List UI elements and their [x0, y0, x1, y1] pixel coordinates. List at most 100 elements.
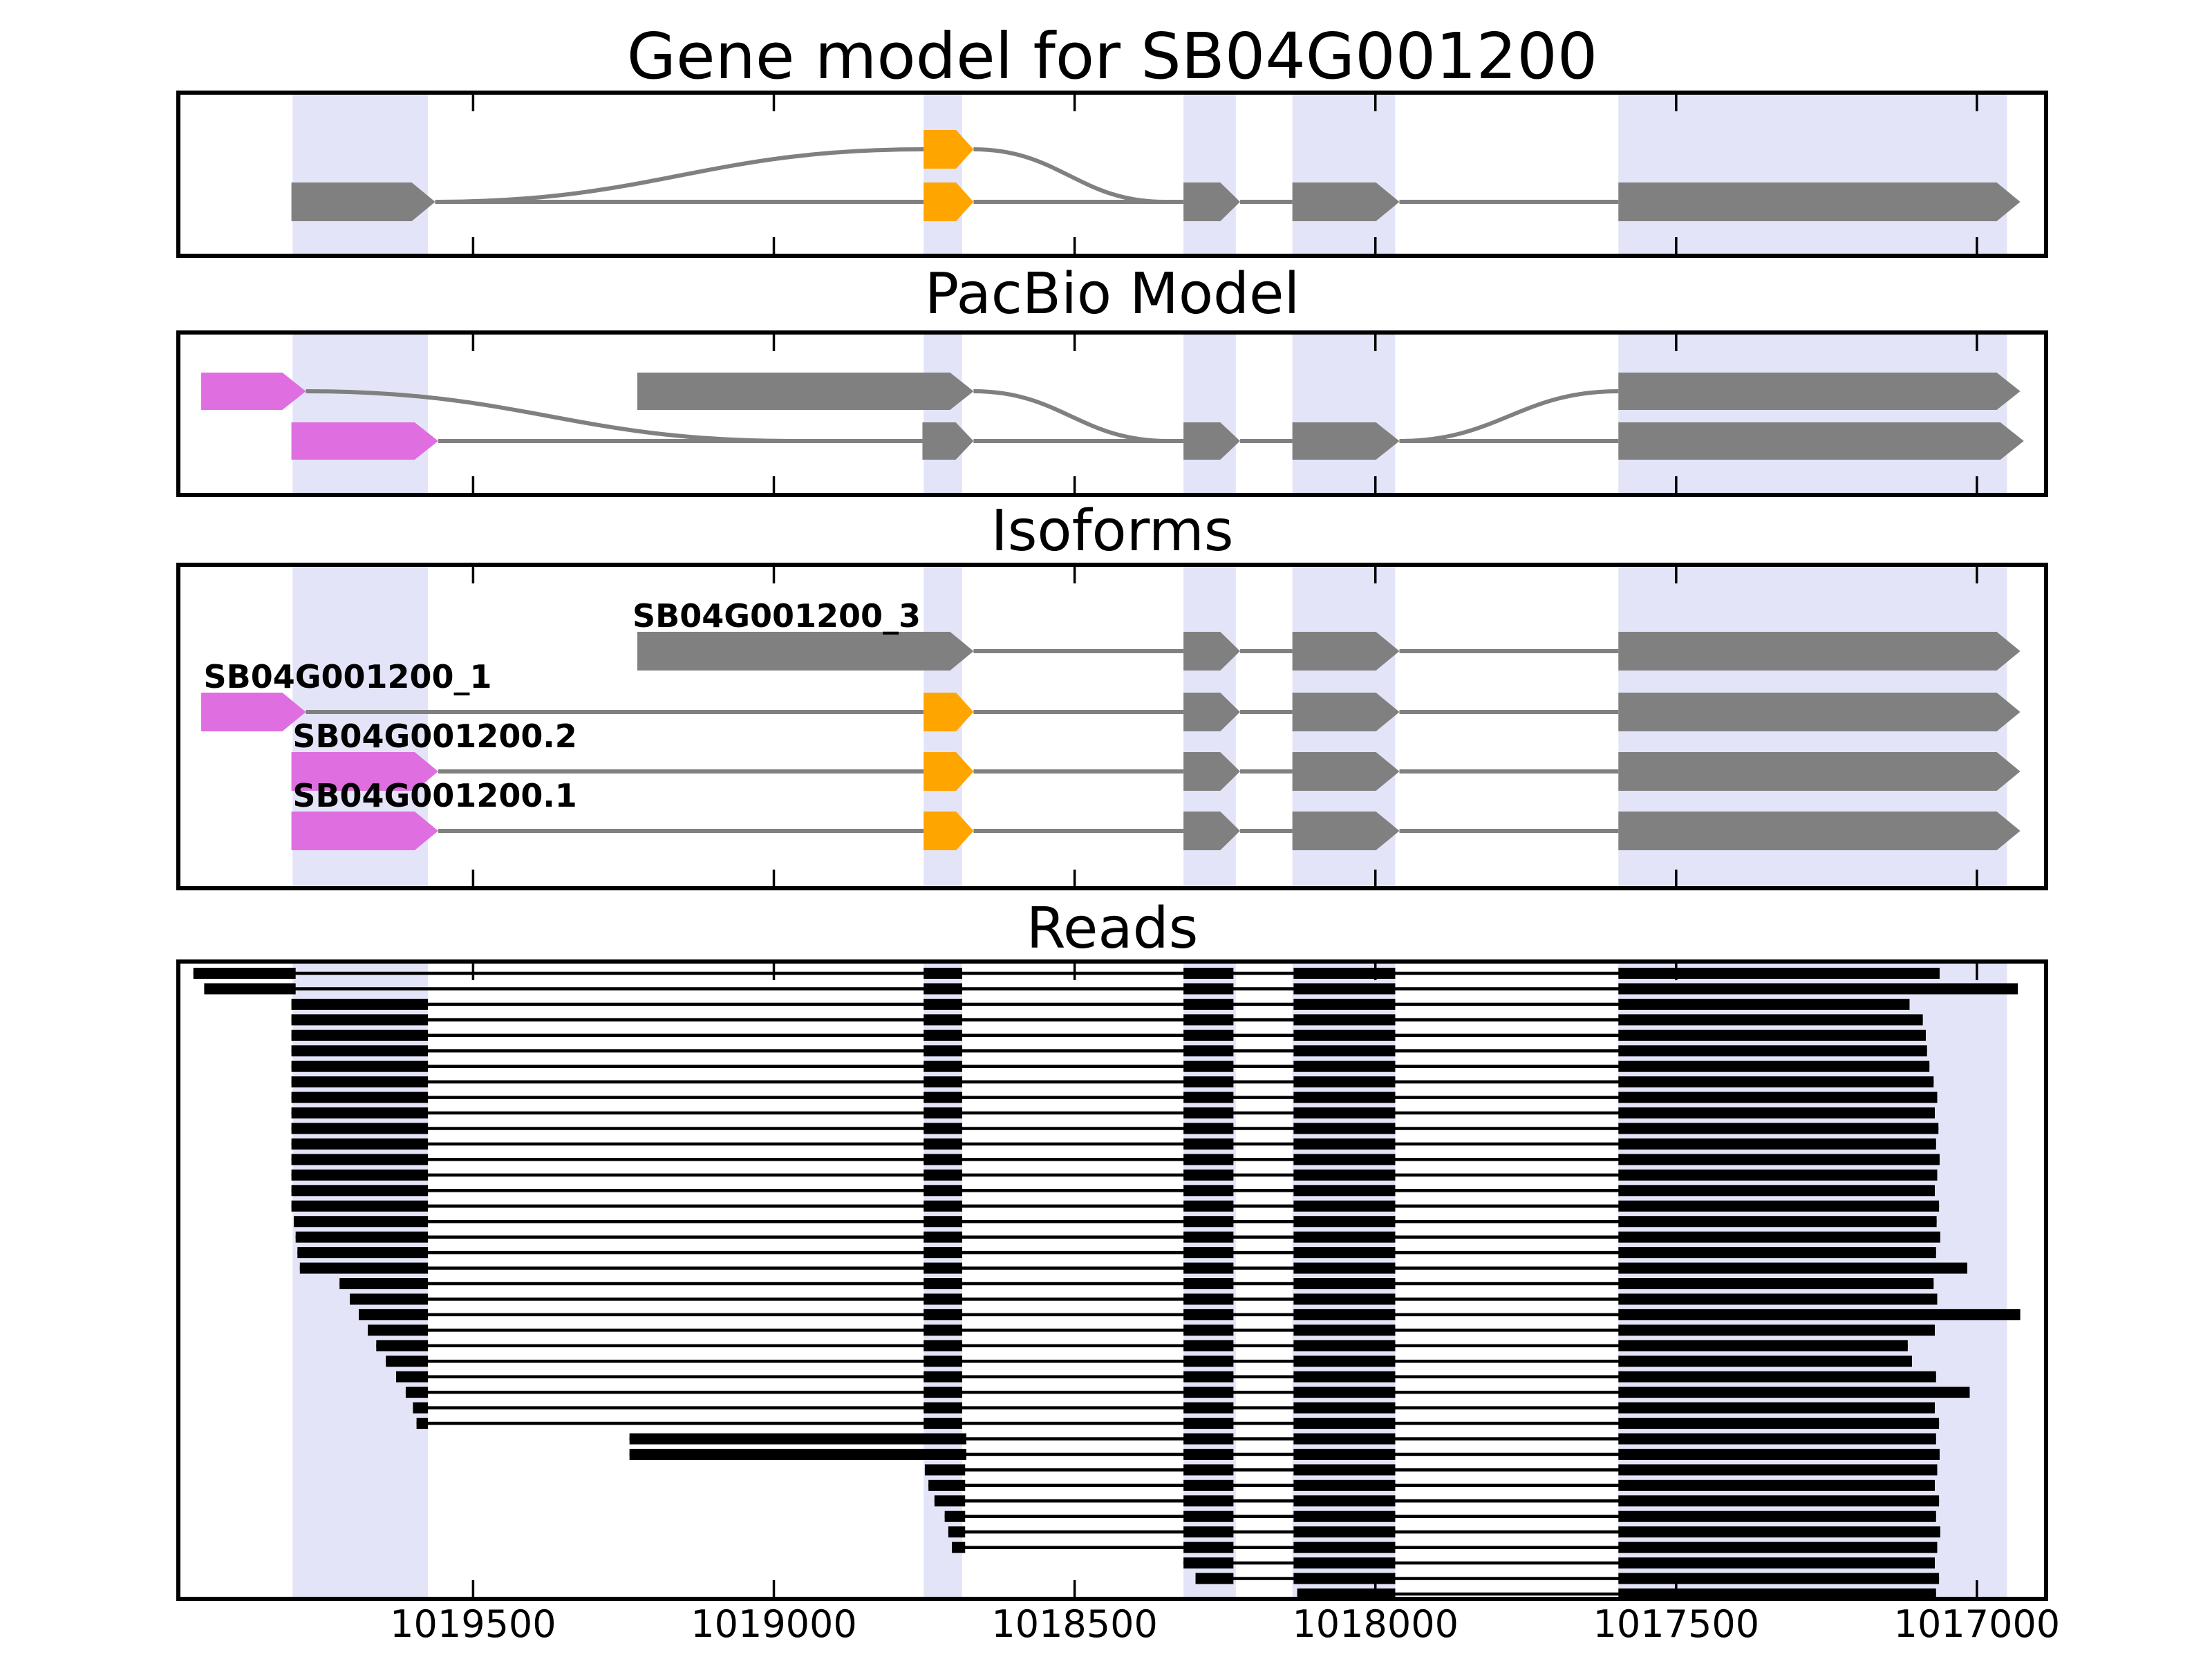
read-block [924, 1262, 962, 1274]
highlight-band [1292, 93, 1396, 256]
intron-curve [1399, 389, 1619, 443]
read-block [629, 1433, 966, 1445]
read-block [1183, 1448, 1234, 1460]
read-span [952, 1546, 1938, 1549]
read-block [924, 1216, 962, 1228]
read-block [1618, 1433, 1936, 1445]
read-block [1183, 1371, 1234, 1382]
read-block [1293, 1526, 1396, 1538]
exon-arrow-gray [1618, 422, 2024, 460]
read-span [291, 1033, 1926, 1038]
read-block [1293, 1433, 1396, 1445]
read-block [1183, 1107, 1234, 1119]
read-span [368, 1329, 1936, 1332]
read-block [1293, 1340, 1396, 1351]
read-block [1183, 1356, 1234, 1367]
read-block [924, 1185, 962, 1197]
highlight-band [924, 332, 962, 495]
read-span [1183, 1561, 1936, 1565]
read-block [924, 1107, 962, 1119]
read-span [291, 1111, 1936, 1115]
read-block [1293, 1014, 1396, 1026]
transcript-exon-orange [924, 693, 974, 731]
read-block [291, 1076, 429, 1088]
read-block [1293, 1541, 1396, 1553]
read-block [1183, 1495, 1234, 1507]
read-span [291, 1189, 1936, 1192]
read-block [1618, 1371, 1936, 1382]
read-block [924, 1123, 962, 1134]
transcript-exon-orange [924, 752, 974, 791]
read-block [1618, 1448, 1940, 1460]
read-span [291, 1080, 1934, 1084]
read-block [204, 983, 296, 995]
read-span [291, 1204, 1940, 1208]
read-block [924, 1091, 962, 1103]
read-block [1618, 1216, 1937, 1228]
exon-arrow-gray [922, 422, 974, 460]
read-block [1293, 1045, 1396, 1057]
panel-frame [176, 563, 2048, 890]
read-block [924, 1138, 962, 1150]
exon-arrow-magenta [201, 373, 306, 410]
read-block [1183, 1293, 1234, 1305]
read-block [291, 1169, 429, 1181]
read-block [924, 1169, 962, 1181]
read-span [386, 1360, 1912, 1363]
read-span [629, 1452, 1940, 1456]
read-block [294, 1216, 429, 1228]
read-block [1618, 1387, 1970, 1398]
read-block [1293, 1510, 1396, 1522]
read-block [1183, 1231, 1234, 1243]
read-block [1293, 1293, 1396, 1305]
read-block [1618, 1510, 1936, 1522]
read-block [924, 968, 962, 979]
read-block [924, 1278, 962, 1289]
transcript-exon-gray [1292, 693, 1400, 731]
read-block [1183, 1324, 1234, 1336]
read-span [291, 1158, 1940, 1161]
read-block [1183, 1557, 1234, 1569]
read-block [1293, 1495, 1396, 1507]
read-block [1618, 1045, 1927, 1057]
read-block [1293, 983, 1396, 995]
transcript-exon-gray [1292, 812, 1400, 850]
read-block [350, 1293, 429, 1305]
read-block [948, 1526, 966, 1538]
read-span [924, 1468, 1938, 1472]
read-block [1183, 1247, 1234, 1259]
read-span [934, 1499, 1940, 1503]
read-span [376, 1344, 1908, 1348]
read-span [629, 1437, 1936, 1441]
read-block [1293, 1138, 1396, 1150]
read-block [924, 1060, 962, 1072]
exon-arrow-gray [291, 182, 435, 221]
read-block [1183, 1169, 1234, 1181]
highlight-band [1618, 93, 2007, 256]
read-block [1293, 1123, 1396, 1134]
x-axis-tick-label: 1018000 [1292, 1602, 1459, 1646]
read-block [376, 1340, 429, 1351]
read-block [952, 1541, 966, 1553]
x-axis-tick-label: 1019000 [691, 1602, 857, 1646]
exon-arrow-gray [1183, 422, 1240, 460]
read-block [1618, 1402, 1936, 1414]
read-block [1293, 1107, 1396, 1119]
read-block [1183, 1091, 1234, 1103]
read-block [359, 1309, 429, 1320]
highlight-band [1183, 332, 1236, 495]
read-span [416, 1421, 1940, 1425]
read-block [1618, 1076, 1934, 1088]
panel-frame [176, 330, 2048, 497]
transcript-exon-gray [1183, 693, 1240, 731]
read-block [1618, 1231, 1940, 1243]
read-span [291, 1018, 1923, 1022]
read-block [1293, 1029, 1396, 1041]
read-block [1183, 1464, 1234, 1476]
read-block [1293, 1464, 1396, 1476]
read-block [1183, 1340, 1234, 1351]
read-block [924, 1293, 962, 1305]
read-block [1618, 1464, 1938, 1476]
read-block [1618, 1356, 1912, 1367]
read-block [1183, 1309, 1234, 1320]
